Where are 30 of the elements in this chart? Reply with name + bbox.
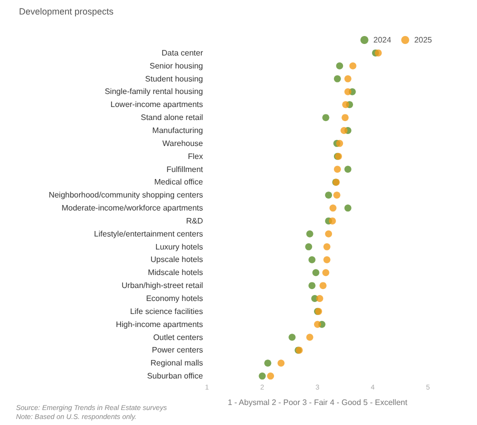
y-tick-label: Warehouse bbox=[162, 138, 204, 148]
y-tick-label: Student housing bbox=[145, 74, 203, 84]
y-tick-label: Lower-income apartments bbox=[110, 100, 203, 110]
y-tick-label: Midscale hotels bbox=[148, 268, 203, 278]
y-tick-label: Luxury hotels bbox=[155, 242, 203, 252]
y-tick-label: Medical office bbox=[154, 178, 204, 187]
y-tick-label: Moderate-income/workforce apartments bbox=[62, 204, 203, 213]
legend-label: 2024 bbox=[373, 36, 392, 44]
y-tick-label: Outlet centers bbox=[153, 332, 203, 342]
y-tick-label: High-income apartments bbox=[116, 320, 203, 329]
y-tick-label: Power centers bbox=[152, 346, 203, 355]
x-axis-title: 1 - Abysmal 2 - Poor 3 - Fair 4 - Good 5 - Excellent bbox=[228, 398, 408, 407]
legend-label: 2025 bbox=[414, 36, 433, 44]
y-tick-label: Urban/high-street retail bbox=[122, 281, 204, 290]
y-tick-label: Single-family rental housing bbox=[104, 87, 203, 96]
y-tick-label: Senior housing bbox=[150, 61, 203, 70]
y-tick-label: Economy hotels bbox=[146, 294, 203, 303]
y-tick-label: Fulfillment bbox=[166, 164, 204, 174]
y-tick-label: Flex bbox=[188, 152, 203, 161]
y-tick-label: Data center bbox=[162, 48, 204, 58]
y-tick-label: Upscale hotels bbox=[150, 255, 203, 264]
y-tick-label: Life science facilities bbox=[130, 306, 203, 316]
y-tick-label: Manufacturing bbox=[152, 126, 203, 135]
y-tick-label: Lifestyle/entertainment centers bbox=[94, 229, 203, 238]
y-tick-label: Neighborhood/community shopping centers bbox=[48, 190, 203, 200]
y-tick-label: R&D bbox=[186, 216, 204, 226]
y-tick-label: Stand alone retail bbox=[140, 113, 204, 122]
y-tick-label: Suburban office bbox=[147, 372, 204, 381]
text: Development prospects bbox=[19, 6, 114, 16]
y-tick-label: Regional malls bbox=[150, 358, 203, 368]
